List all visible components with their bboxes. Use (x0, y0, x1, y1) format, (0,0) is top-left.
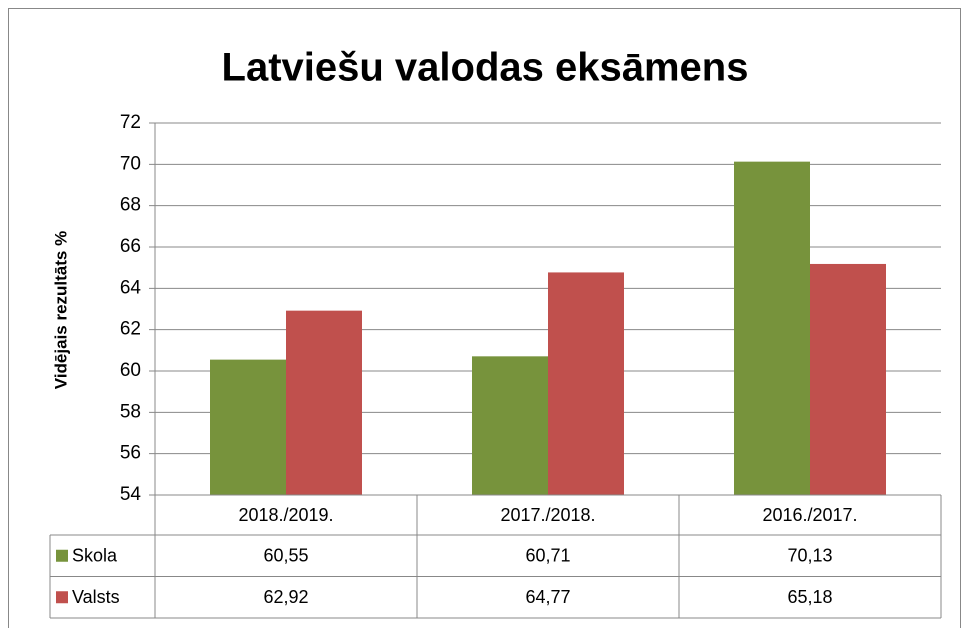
legend-key (56, 549, 68, 562)
legend-key (56, 591, 68, 604)
legend-label: Valsts (72, 587, 120, 607)
table-value: 64,77 (525, 587, 570, 607)
y-tick-label: 62 (120, 319, 141, 340)
bar (210, 359, 286, 495)
bar (810, 263, 886, 495)
y-tick-label: 54 (120, 484, 142, 505)
bar (734, 161, 810, 495)
y-tick-label: 56 (120, 443, 141, 464)
bar (548, 272, 624, 495)
y-tick-label: 58 (120, 401, 141, 422)
y-tick-label: 68 (120, 195, 141, 216)
x-tick-label: 2016./2017. (762, 505, 857, 525)
chart-title: Latviešu valodas eksāmens (222, 46, 749, 90)
x-tick-label: 2018./2019. (238, 505, 333, 525)
y-tick-label: 64 (120, 277, 142, 298)
y-tick-label: 60 (120, 360, 141, 381)
table-value: 60,55 (263, 546, 308, 566)
table-value: 70,13 (787, 546, 832, 566)
table-value: 60,71 (525, 546, 570, 566)
y-axis-label: Vidējais rezultāts % (51, 231, 70, 389)
legend-label: Skola (72, 546, 118, 566)
y-tick-label: 66 (120, 236, 141, 257)
table-value: 65,18 (787, 587, 832, 607)
x-tick-label: 2017./2018. (500, 505, 595, 525)
table-value: 62,92 (263, 587, 308, 607)
bar (472, 356, 548, 495)
y-tick-label: 70 (120, 153, 141, 174)
y-tick-label: 72 (120, 112, 141, 133)
bar (286, 310, 362, 495)
